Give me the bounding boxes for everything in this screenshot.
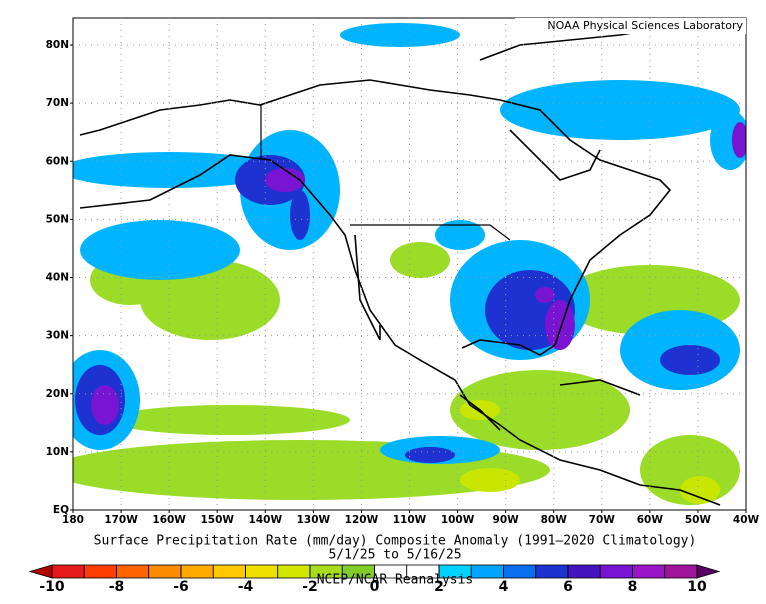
colorbar-box xyxy=(535,564,569,579)
lat-label: 50N xyxy=(46,213,69,225)
lon-label: 170W xyxy=(104,514,138,526)
colorbar-label: -8 xyxy=(109,579,125,595)
colorbar-box xyxy=(470,564,504,579)
lat-label: 10N xyxy=(46,446,69,458)
colorbar-label: 0 xyxy=(370,579,380,595)
dataset-label: NCEP/NCAR Reanalysis xyxy=(317,573,474,588)
lat-label: 30N xyxy=(46,330,69,342)
colorbar-box xyxy=(180,564,214,579)
colorbar-label: -10 xyxy=(39,579,65,595)
lon-label: 150W xyxy=(200,514,234,526)
caption: Surface Precipitation Rate (mm/day) Comp… xyxy=(94,534,697,549)
colorbar-box xyxy=(116,564,150,579)
lat-label: 60N xyxy=(46,155,69,167)
source-label: NOAA Physical Sciences Laboratory xyxy=(547,19,743,32)
colorbar-label: -6 xyxy=(173,579,189,595)
colorbar-end xyxy=(28,564,53,579)
colorbar-box xyxy=(212,564,246,579)
colorbar-label: 2 xyxy=(434,579,444,595)
lon-label: 70W xyxy=(589,514,616,526)
lat-label: 70N xyxy=(46,97,69,109)
lon-label: 90W xyxy=(493,514,520,526)
colorbar-box xyxy=(245,564,279,579)
colorbar-box xyxy=(148,564,182,579)
lat-label: 80N xyxy=(46,39,69,51)
colorbar-label: 10 xyxy=(687,579,707,595)
lon-label: 110W xyxy=(393,514,427,526)
colorbar-box xyxy=(567,564,601,579)
colorbar-label: -2 xyxy=(302,579,318,595)
lat-label: 20N xyxy=(46,388,69,400)
colorbar-label: 4 xyxy=(499,579,509,595)
precip-purple xyxy=(91,122,746,425)
colorbar-box xyxy=(503,564,537,579)
lon-label: 120W xyxy=(345,514,379,526)
colorbar-label: 6 xyxy=(563,579,573,595)
colorbar-box xyxy=(83,564,117,579)
lon-label: 130W xyxy=(297,514,331,526)
lat-label: EQ xyxy=(53,504,69,516)
colorbar-box xyxy=(51,564,85,579)
precip-field xyxy=(73,21,746,506)
lon-label: 180 xyxy=(62,514,84,526)
lon-label: 160W xyxy=(152,514,186,526)
borders xyxy=(260,105,511,241)
colorbar-box xyxy=(664,564,698,579)
lon-label: 80W xyxy=(541,514,568,526)
colorbar-label: -4 xyxy=(238,579,254,595)
lon-label: 40W xyxy=(733,514,760,526)
colorbar-box xyxy=(599,564,633,579)
lon-label: 60W xyxy=(637,514,664,526)
colorbar-box xyxy=(632,564,666,579)
colorbar-label: 8 xyxy=(628,579,638,595)
colorbar-box xyxy=(277,564,311,579)
lon-label: 50W xyxy=(685,514,712,526)
lat-label: 40N xyxy=(46,272,69,284)
colorbar-end xyxy=(696,564,721,579)
dates: 5/1/25 to 5/16/25 xyxy=(328,548,461,563)
lon-label: 140W xyxy=(249,514,283,526)
source-box xyxy=(515,18,746,34)
lon-label: 100W xyxy=(441,514,475,526)
